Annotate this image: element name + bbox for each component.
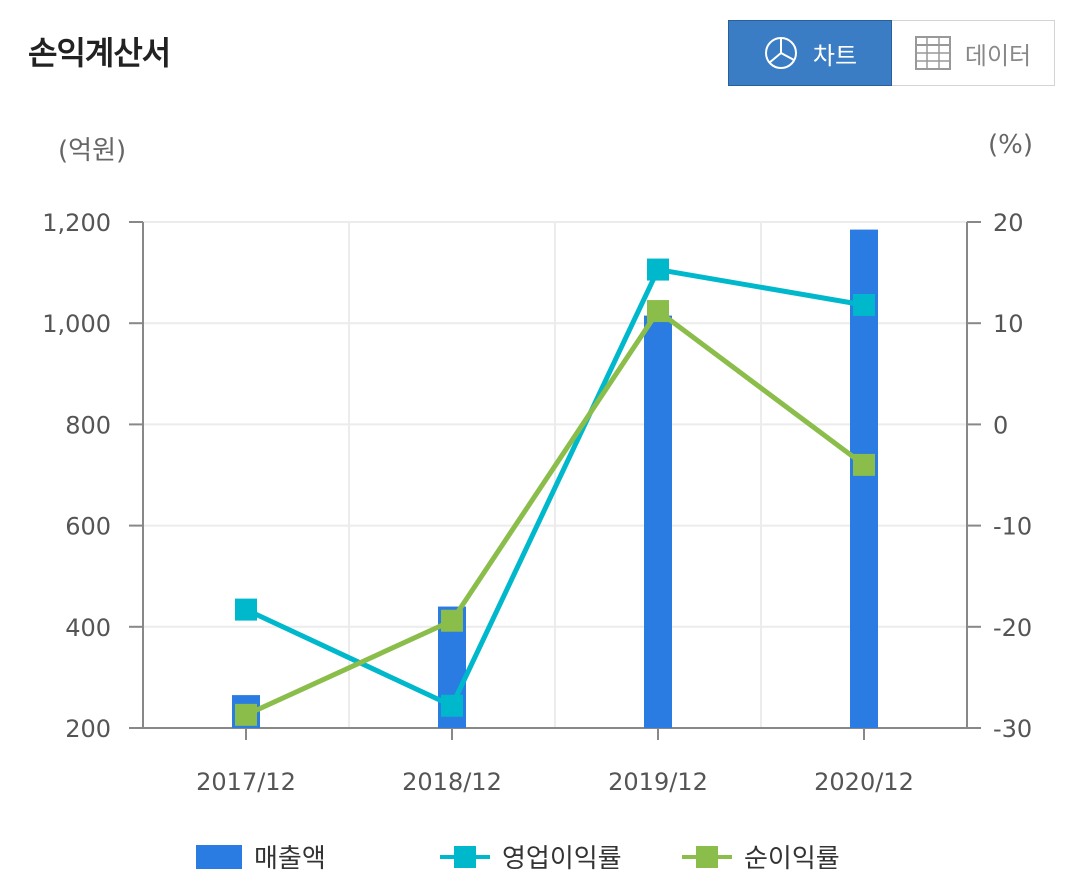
table-grid-icon [914,36,951,70]
point-operating-margin [853,293,875,316]
point-net-margin [647,300,669,323]
legend-swatch-net-margin [682,845,732,868]
legend-item-net-margin[interactable]: 순이익률 [682,838,840,875]
x-tick-label: 2018/12 [402,768,502,796]
legend-label-revenue: 매출액 [254,844,326,874]
legend-swatch-revenue [196,844,242,869]
left-tick-label: 400 [65,614,111,642]
right-tick-label: -20 [993,614,1032,642]
right-tick-label: 20 [993,209,1024,237]
view-toggle: 차트 데이터 [728,20,1055,86]
x-tick-label: 2020/12 [814,768,914,796]
x-tick-label: 2017/12 [196,768,296,796]
chart-area: 200 400 600 800 1,000 1,200 -30 -20 -10 0 10 20 2017… [42,209,1032,796]
right-tick-label: 10 [993,310,1024,338]
left-tick-label: 1,000 [42,310,111,338]
point-net-margin [441,609,463,632]
left-tick-label: 800 [65,411,111,439]
right-tick-label: 0 [993,411,1008,439]
legend-swatch-operating-margin [440,845,490,868]
point-operating-margin [441,694,463,717]
right-tick-label: -30 [993,715,1032,743]
pie-chart-icon [764,37,797,69]
left-tick-label: 600 [65,513,111,541]
point-operating-margin [647,258,669,281]
bar-revenue [644,315,672,728]
left-tick-label: 200 [65,715,111,743]
tab-data-label: 데이터 [964,41,1032,70]
legend-label-net-margin: 순이익률 [744,844,840,874]
x-tick-label: 2019/12 [608,768,708,796]
line-operating-margin [244,267,865,709]
right-tick-label: -10 [993,513,1032,541]
left-axis-unit: (억원) [58,136,127,166]
right-axis-unit: (%) [988,130,1033,160]
legend-label-operating-margin: 영업이익률 [502,844,622,874]
page-title: 손익계산서 [28,34,171,72]
point-operating-margin [235,598,257,621]
point-net-margin [853,453,875,476]
left-tick-label: 1,200 [42,209,111,237]
line-net-margin [244,308,866,718]
tab-chart[interactable]: 차트 [728,20,892,86]
tab-chart-label: 차트 [812,41,858,70]
point-net-margin [235,703,257,726]
tab-data[interactable]: 데이터 [892,20,1055,86]
legend-item-operating-margin[interactable]: 영업이익률 [440,838,622,875]
legend-item-revenue[interactable]: 매출액 [196,838,326,875]
